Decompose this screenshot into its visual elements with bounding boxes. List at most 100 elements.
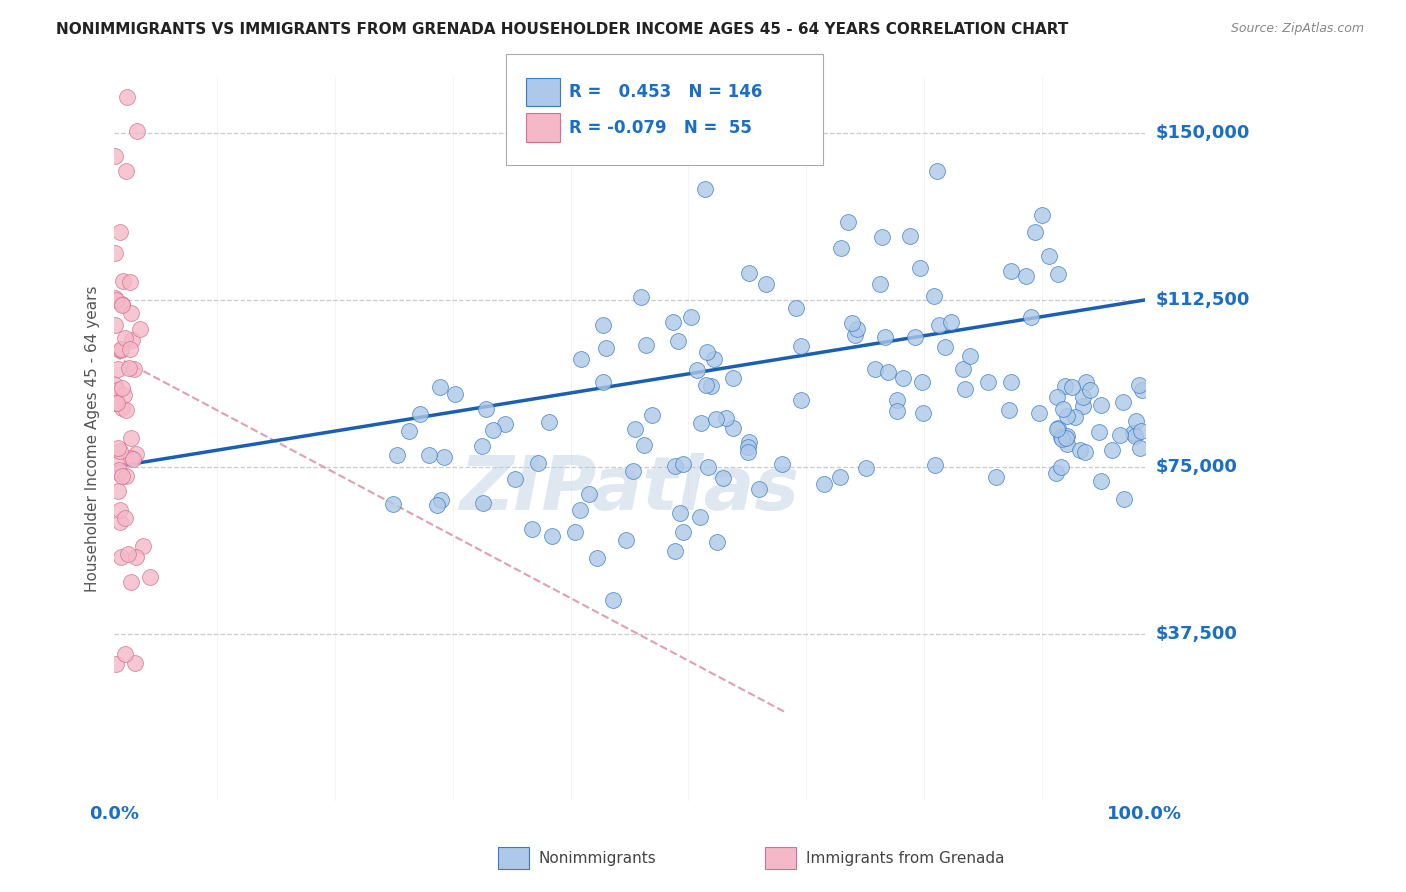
Point	[1060, 380, 1083, 394]
Point	[107, 441, 129, 455]
Point	[696, 344, 718, 359]
Point	[538, 415, 561, 429]
Point	[1046, 267, 1069, 281]
Point	[770, 458, 793, 472]
Point	[785, 301, 807, 315]
Point	[1021, 310, 1043, 324]
Point	[602, 593, 624, 607]
Point	[748, 482, 770, 496]
Point	[1074, 375, 1097, 389]
Point	[706, 534, 728, 549]
Point	[595, 341, 617, 355]
Y-axis label: Householder Income Ages 45 - 64 years: Householder Income Ages 45 - 64 years	[86, 285, 100, 592]
Point	[669, 506, 692, 520]
Point	[104, 377, 127, 392]
Point	[110, 225, 132, 239]
Point	[569, 351, 592, 366]
Point	[129, 322, 152, 336]
Text: ZIPatlas: ZIPatlas	[460, 453, 800, 526]
Point	[863, 362, 886, 376]
Text: $112,500: $112,500	[1156, 291, 1250, 309]
Point	[640, 408, 662, 422]
Text: R =   0.453   N = 146: R = 0.453 N = 146	[569, 83, 763, 101]
Point	[110, 342, 132, 356]
Point	[114, 403, 136, 417]
Point	[953, 382, 976, 396]
Point	[105, 383, 128, 397]
Point	[1130, 383, 1153, 397]
Text: Source: ZipAtlas.com: Source: ZipAtlas.com	[1230, 22, 1364, 36]
Point	[125, 550, 148, 565]
Point	[755, 277, 778, 292]
Point	[471, 439, 494, 453]
Point	[105, 293, 128, 307]
Text: Nonimmigrants: Nonimmigrants	[538, 851, 657, 865]
Point	[110, 550, 132, 565]
Point	[122, 361, 145, 376]
Point	[1000, 264, 1022, 278]
Point	[704, 411, 727, 425]
Point	[398, 425, 420, 439]
Point	[886, 392, 908, 407]
Point	[1046, 422, 1069, 436]
Point	[118, 343, 141, 357]
Point	[844, 328, 866, 343]
Point	[520, 522, 543, 536]
Point	[118, 275, 141, 289]
Point	[112, 388, 135, 402]
Point	[737, 444, 759, 458]
Point	[418, 448, 440, 462]
Point	[1123, 429, 1146, 443]
Point	[1031, 209, 1053, 223]
Point	[789, 392, 811, 407]
Point	[125, 447, 148, 461]
Point	[1129, 441, 1152, 455]
Point	[828, 470, 851, 484]
Point	[474, 402, 496, 417]
Point	[541, 528, 564, 542]
Point	[671, 524, 693, 539]
Point	[693, 182, 716, 196]
Point	[886, 404, 908, 418]
Point	[124, 657, 146, 671]
Point	[721, 371, 744, 385]
Point	[1056, 429, 1078, 443]
Point	[672, 457, 695, 471]
Point	[1015, 269, 1038, 284]
Point	[426, 498, 449, 512]
Point	[111, 401, 134, 415]
Point	[737, 435, 759, 450]
Point	[1112, 395, 1135, 409]
Point	[114, 331, 136, 345]
Text: NONIMMIGRANTS VS IMMIGRANTS FROM GRENADA HOUSEHOLDER INCOME AGES 45 - 64 YEARS C: NONIMMIGRANTS VS IMMIGRANTS FROM GRENADA…	[56, 22, 1069, 37]
Point	[131, 539, 153, 553]
Point	[1114, 491, 1136, 506]
Point	[898, 229, 921, 244]
Point	[911, 375, 934, 389]
Point	[107, 361, 129, 376]
Point	[922, 289, 945, 303]
Point	[621, 464, 644, 478]
Point	[1028, 405, 1050, 419]
Point	[716, 411, 738, 425]
Point	[382, 497, 405, 511]
Point	[924, 458, 946, 473]
Point	[108, 457, 131, 471]
Point	[723, 421, 745, 435]
Point	[869, 277, 891, 292]
Point	[104, 149, 127, 163]
Point	[664, 544, 686, 558]
Point	[846, 321, 869, 335]
Point	[1046, 421, 1069, 435]
Point	[104, 318, 127, 333]
Point	[1101, 442, 1123, 457]
Point	[1130, 424, 1153, 438]
Point	[1049, 430, 1071, 444]
Point	[114, 647, 136, 661]
Point	[111, 381, 134, 395]
Text: $75,000: $75,000	[1156, 458, 1237, 475]
Point	[912, 406, 935, 420]
Point	[977, 376, 1000, 390]
Point	[959, 349, 981, 363]
Point	[586, 550, 609, 565]
